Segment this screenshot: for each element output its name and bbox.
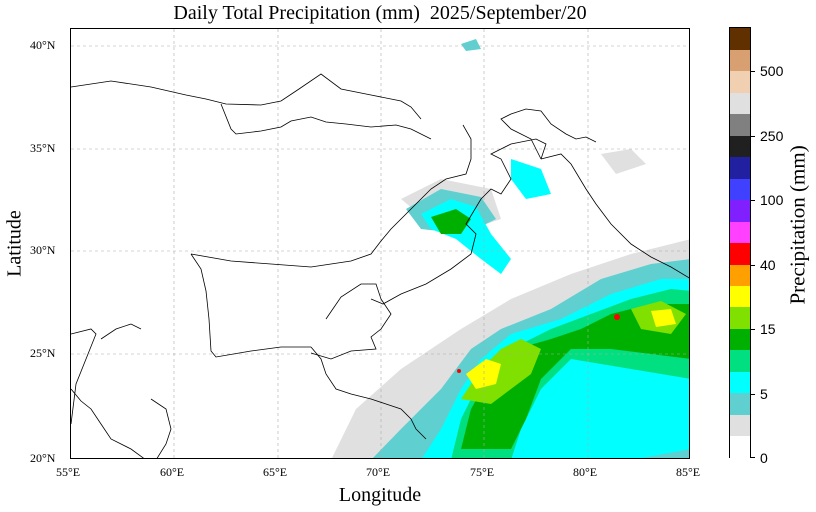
colorbar-segment bbox=[730, 285, 750, 308]
x-tick-label: 60°E bbox=[160, 465, 185, 479]
colorbar-tick-label: 500 bbox=[760, 63, 784, 79]
x-tick-label: 70°E bbox=[366, 465, 391, 479]
colorbar-tick bbox=[751, 457, 755, 458]
map-canvas bbox=[71, 29, 689, 458]
map-plot-area bbox=[70, 28, 690, 459]
colorbar-segment bbox=[730, 328, 750, 351]
colorbar-segment bbox=[730, 199, 750, 222]
precip-red bbox=[457, 314, 620, 373]
colorbar-segment bbox=[730, 156, 750, 179]
colorbar-segment bbox=[730, 306, 750, 329]
colorbar-segment bbox=[730, 70, 750, 93]
precip-green bbox=[431, 209, 689, 449]
colorbar-segment bbox=[730, 414, 750, 437]
x-tick-label: 80°E bbox=[573, 465, 598, 479]
colorbar-segment bbox=[730, 49, 750, 72]
colorbar-tick-label: 100 bbox=[760, 192, 784, 208]
colorbar-tick-label: 0 bbox=[760, 450, 768, 466]
y-axis-label: Latitude bbox=[3, 210, 26, 277]
colorbar-segment bbox=[730, 221, 750, 244]
colorbar-tick bbox=[751, 136, 755, 137]
y-tick-label: 40°N bbox=[30, 38, 56, 52]
colorbar-segment bbox=[730, 349, 750, 372]
colorbar-segment bbox=[730, 371, 750, 394]
colorbar-segment bbox=[730, 435, 750, 458]
x-axis-label: Longitude bbox=[338, 484, 422, 506]
colorbar-tick-label: 40 bbox=[760, 257, 776, 273]
colorbar-tick-label: 5 bbox=[760, 386, 768, 402]
colorbar-tick bbox=[751, 394, 755, 395]
colorbar-tick bbox=[751, 200, 755, 201]
colorbar-segment bbox=[730, 263, 750, 286]
precip-yellow bbox=[466, 309, 676, 389]
gridlines bbox=[71, 29, 689, 458]
colorbar-tick-label: 15 bbox=[760, 321, 776, 337]
colorbar-segment bbox=[730, 113, 750, 136]
colorbar-segment bbox=[730, 392, 750, 415]
x-tick-label: 75°E bbox=[470, 465, 495, 479]
colorbar-segment bbox=[730, 92, 750, 115]
country-borders bbox=[71, 73, 689, 458]
colorbar-tick-label: 250 bbox=[760, 128, 784, 144]
colorbar-segment bbox=[730, 178, 750, 201]
x-tick-label: 65°E bbox=[263, 465, 288, 479]
y-tick-label: 25°N bbox=[30, 346, 56, 360]
colorbar-tick bbox=[751, 71, 755, 72]
y-tick-label: 20°N bbox=[30, 451, 56, 465]
y-tick-label: 35°N bbox=[30, 141, 56, 155]
colorbar-tick bbox=[751, 329, 755, 330]
colorbar bbox=[729, 27, 751, 458]
x-tick-label: 85°E bbox=[676, 465, 701, 479]
colorbar-tick bbox=[751, 265, 755, 266]
colorbar-title: Precipitation (mm) bbox=[785, 145, 810, 305]
x-tick-label: 55°E bbox=[56, 465, 81, 479]
colorbar-segment bbox=[730, 28, 750, 50]
colorbar-segment bbox=[730, 135, 750, 158]
colorbar-segment bbox=[730, 242, 750, 265]
y-tick-label: 30°N bbox=[30, 243, 56, 257]
map-title: Daily Total Precipitation (mm) 2025/Sept… bbox=[173, 2, 587, 24]
